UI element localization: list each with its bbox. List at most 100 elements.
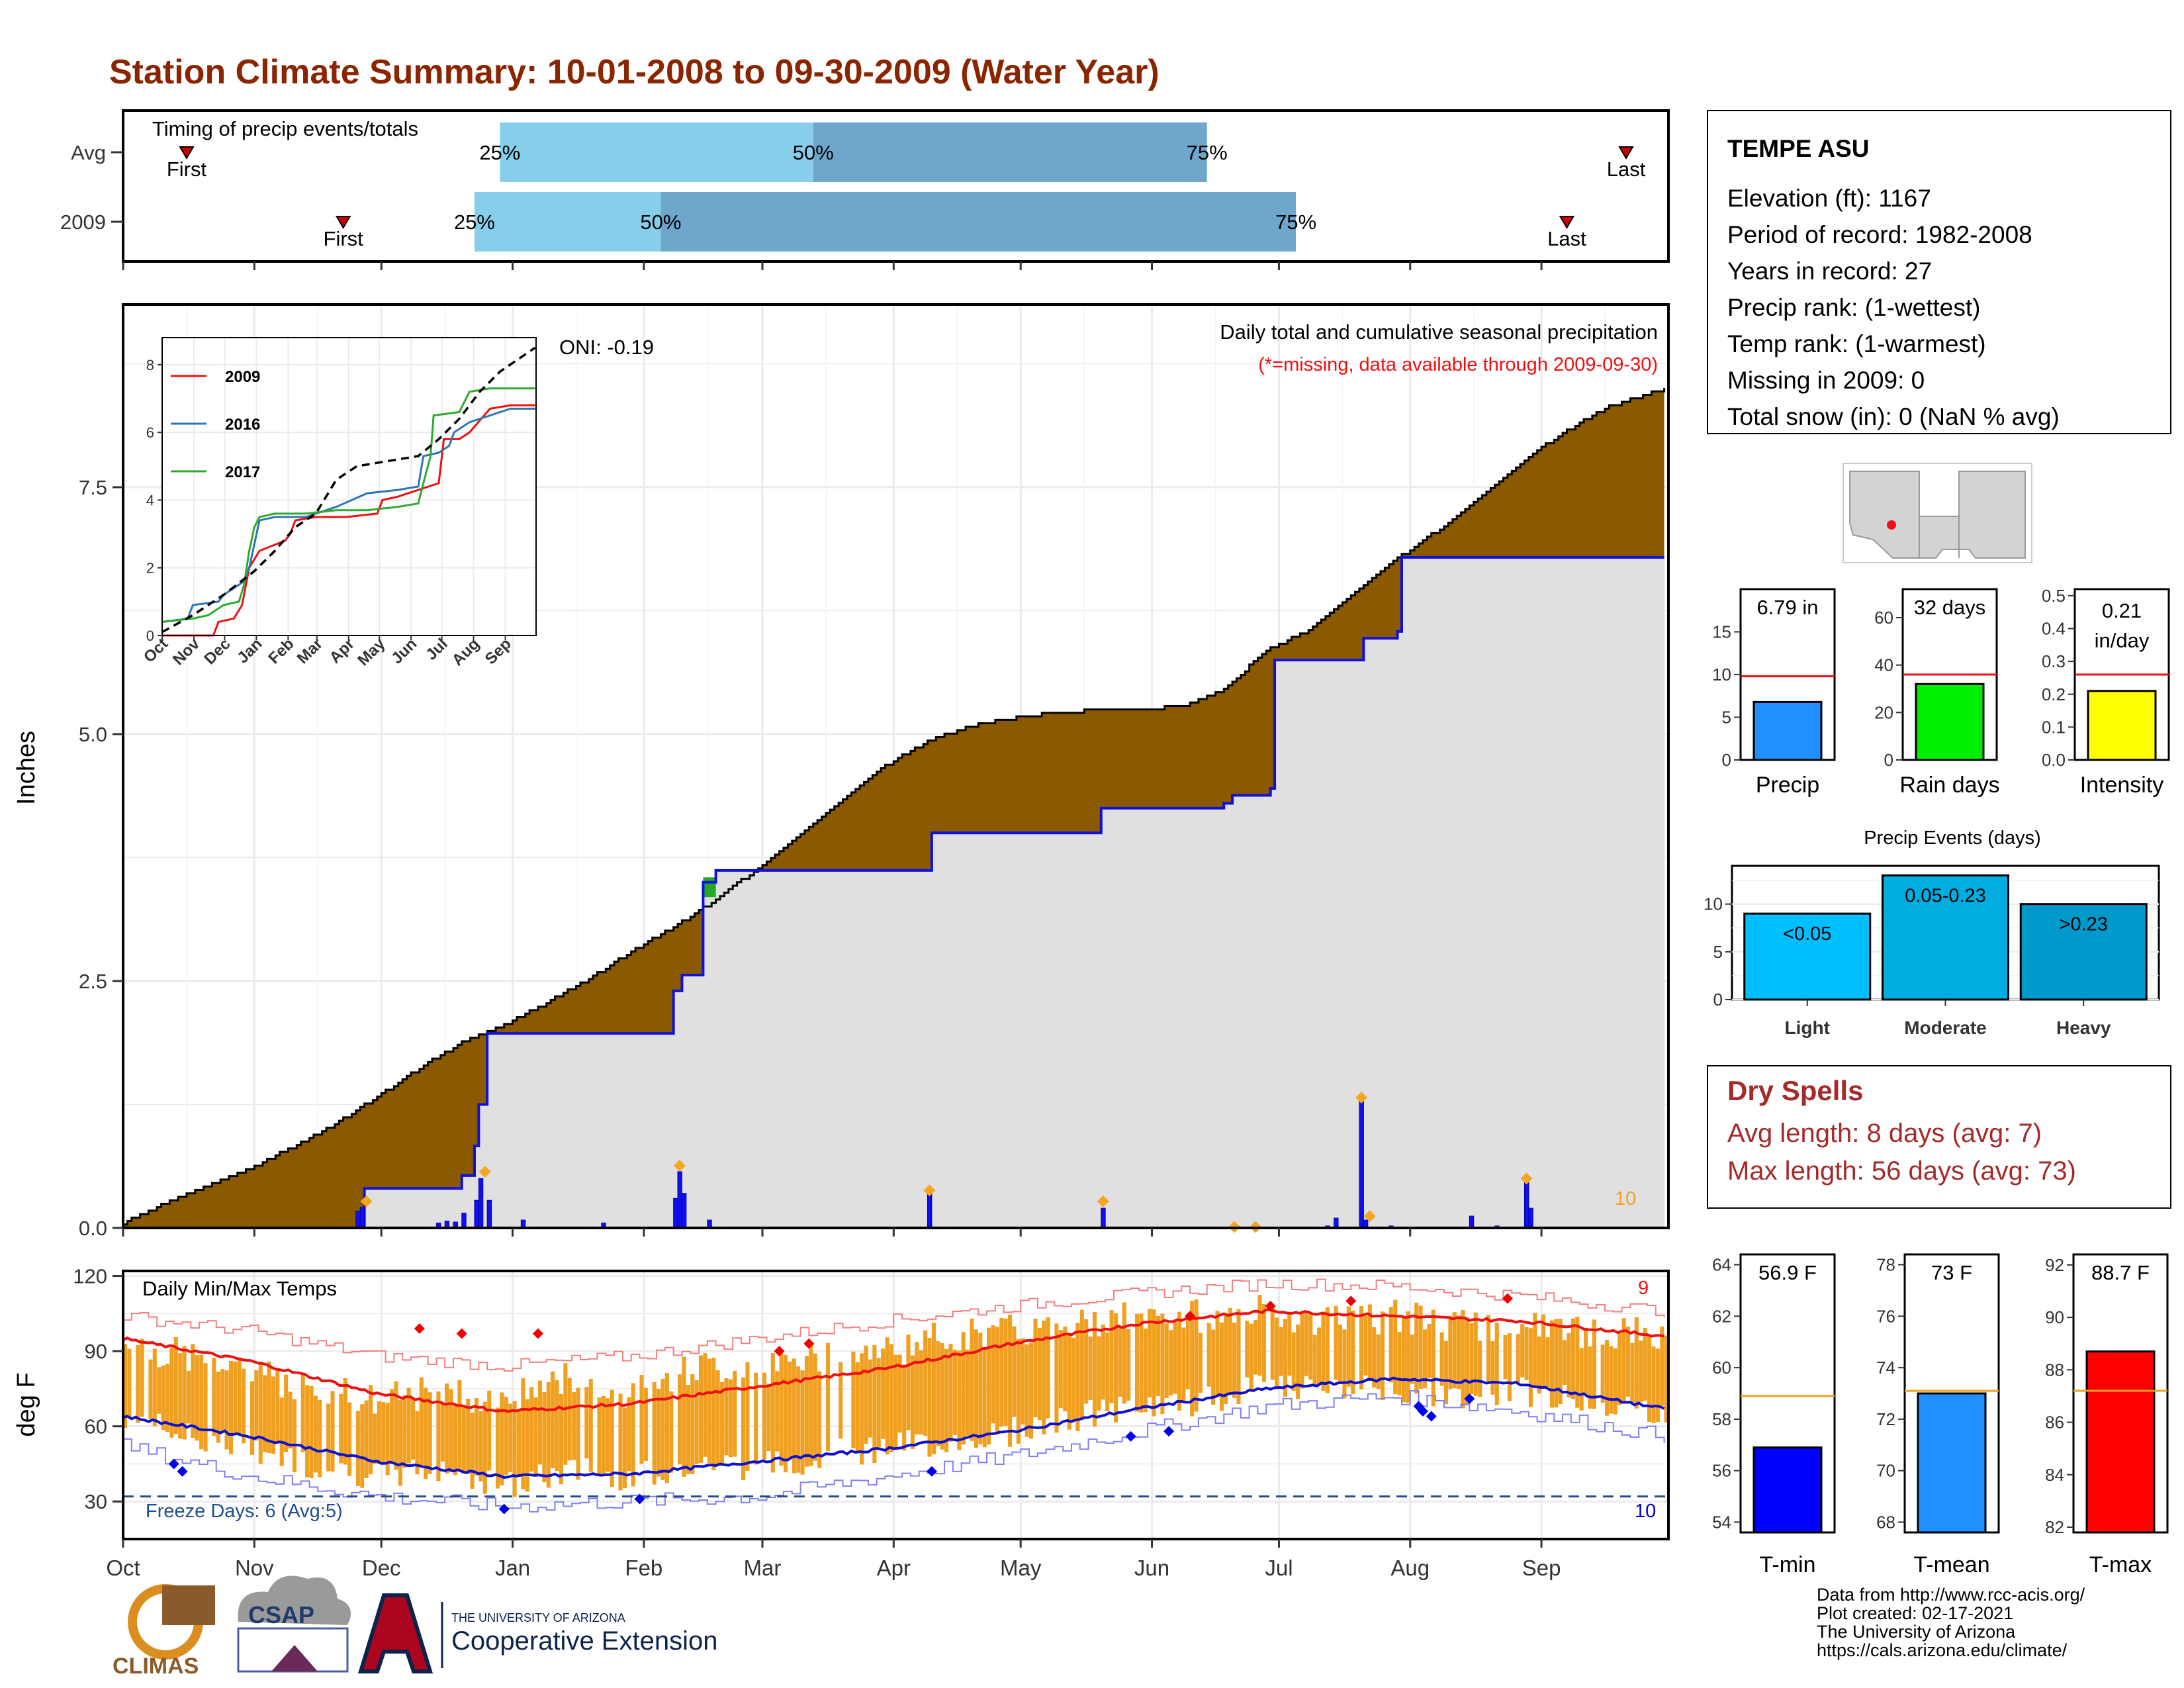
daily-temp-bar bbox=[957, 1350, 962, 1450]
timing-last-marker bbox=[1618, 146, 1634, 160]
events-ytick-label: 0 bbox=[1713, 990, 1723, 1009]
stat-bar-T-mean bbox=[1917, 1392, 1987, 1534]
daily-temp-bar bbox=[1071, 1337, 1076, 1421]
daily-temp-bar bbox=[220, 1369, 225, 1432]
daily-temp-bar bbox=[825, 1342, 831, 1452]
precip-events-title: Precip Events (days) bbox=[1864, 827, 2041, 849]
daily-temp-bar bbox=[783, 1354, 788, 1473]
stat-ytick-label: 58 bbox=[1712, 1409, 1731, 1429]
daily-temp-bar bbox=[1012, 1326, 1017, 1417]
daily-temp-bar bbox=[237, 1357, 242, 1434]
record-low-marker bbox=[926, 1466, 937, 1477]
temp-panel: 30 60 90 120 Oct Nov Dec Jan Feb Mar Apr May Jun Jul A… bbox=[13, 1265, 1670, 1580]
daily-temp-bar bbox=[178, 1353, 183, 1439]
daily-precip-bar bbox=[1334, 1217, 1339, 1229]
daily-temp-bar bbox=[999, 1317, 1004, 1427]
daily-temp-bar bbox=[559, 1393, 563, 1485]
daily-temp-bar bbox=[1198, 1333, 1203, 1393]
daily-temp-bar bbox=[1177, 1311, 1181, 1411]
daily-temp-bar bbox=[521, 1378, 525, 1489]
stat-bar-Precip bbox=[1752, 700, 1823, 761]
daily-temp-bar bbox=[1630, 1342, 1635, 1403]
daily-temp-bar bbox=[1139, 1313, 1144, 1413]
daily-temp-bar bbox=[720, 1382, 725, 1464]
daily-temp-bar bbox=[643, 1387, 648, 1462]
daily-precip-bar bbox=[474, 1199, 479, 1229]
daily-temp-bar bbox=[1152, 1309, 1156, 1417]
daily-temp-bar bbox=[1494, 1323, 1499, 1405]
daily-temp-bar bbox=[369, 1385, 373, 1475]
daily-temp-bar bbox=[1042, 1320, 1046, 1435]
daily-temp-bar bbox=[1452, 1312, 1457, 1389]
daily-temp-bar bbox=[1169, 1330, 1173, 1396]
daily-temp-bar bbox=[411, 1397, 416, 1460]
daily-temp-bar bbox=[1554, 1319, 1559, 1408]
stat-category-label: Rain days bbox=[1899, 773, 1999, 798]
dry-spells-avg: Avg length: 8 days (avg: 7) bbox=[1727, 1119, 2042, 1148]
daily-temp-bar bbox=[1351, 1310, 1355, 1395]
timing-title: Timing of precip events/totals bbox=[152, 117, 418, 140]
daily-temp-bar bbox=[588, 1379, 593, 1472]
daily-temp-bar bbox=[940, 1342, 944, 1450]
daily-temp-bar bbox=[931, 1323, 936, 1454]
daily-temp-bar bbox=[1570, 1318, 1575, 1399]
climas-block-icon bbox=[162, 1585, 215, 1625]
timing-first-label: First bbox=[167, 158, 207, 181]
daily-temp-bar bbox=[1084, 1319, 1089, 1404]
daily-temp-bar bbox=[457, 1380, 462, 1470]
daily-temp-bar bbox=[157, 1367, 161, 1414]
daily-temp-bar bbox=[1283, 1319, 1287, 1397]
temp-ytick-label: 90 bbox=[85, 1340, 107, 1363]
daily-temp-bar bbox=[754, 1372, 758, 1465]
daily-temp-bar bbox=[242, 1368, 246, 1444]
observed-cumulative-line bbox=[123, 555, 1664, 1229]
daily-precip-bar bbox=[478, 1178, 484, 1229]
stat-ytick-label: 0.0 bbox=[2042, 750, 2066, 770]
daily-temp-bar bbox=[1664, 1335, 1668, 1423]
stat-ytick-label: 92 bbox=[2045, 1255, 2064, 1275]
daily-temp-bar bbox=[186, 1370, 191, 1424]
timing-p50-label: 50% bbox=[793, 141, 834, 164]
daily-temp-bar bbox=[1236, 1309, 1241, 1404]
inset-ytick-label: 8 bbox=[146, 357, 154, 373]
daily-temp-bar bbox=[127, 1348, 132, 1418]
timing-first-marker bbox=[335, 216, 351, 229]
daily-temp-bar bbox=[961, 1332, 966, 1445]
precip-ylabel: Inches bbox=[13, 731, 40, 805]
daily-temp-bar bbox=[733, 1370, 737, 1457]
stat-ytick-label: 84 bbox=[2045, 1465, 2064, 1485]
daily-temp-bar bbox=[406, 1387, 411, 1464]
above-average-area bbox=[703, 877, 716, 898]
record-high-marker bbox=[414, 1323, 425, 1335]
events-ytick-label: 10 bbox=[1704, 894, 1723, 914]
daily-temp-bar bbox=[373, 1413, 377, 1464]
daily-temp-bar bbox=[1439, 1332, 1444, 1386]
daily-temp-bar bbox=[381, 1402, 386, 1462]
daily-temp-bar bbox=[1639, 1340, 1643, 1403]
daily-temp-bar bbox=[1097, 1336, 1101, 1411]
daily-temp-bar bbox=[1334, 1305, 1338, 1380]
daily-temp-bar bbox=[275, 1370, 280, 1443]
daily-temp-bar bbox=[1414, 1302, 1419, 1394]
daily-temp-bar bbox=[152, 1348, 157, 1427]
daily-temp-bar bbox=[919, 1350, 923, 1434]
timing-row-label: 2009 bbox=[60, 211, 106, 234]
daily-temp-bar bbox=[1486, 1315, 1490, 1382]
stat-value-label: 0.21 bbox=[2102, 599, 2142, 622]
temp-ytick-label: 30 bbox=[85, 1490, 107, 1513]
daily-temp-bar bbox=[254, 1370, 259, 1441]
daily-temp-bar bbox=[1118, 1327, 1122, 1397]
daily-temp-bar bbox=[1008, 1314, 1013, 1447]
daily-temp-bar bbox=[881, 1348, 886, 1439]
daily-temp-bar bbox=[377, 1401, 381, 1464]
daily-temp-bar bbox=[1270, 1305, 1275, 1380]
cold-count: 10 bbox=[1635, 1501, 1656, 1522]
temp-title: Daily Min/Max Temps bbox=[142, 1277, 337, 1300]
daily-temp-bar bbox=[1232, 1323, 1237, 1399]
avg-min-line bbox=[122, 1376, 1665, 1479]
stat-bar-T-max bbox=[2085, 1350, 2156, 1534]
daily-temp-bar bbox=[466, 1398, 471, 1474]
record-low-marker bbox=[168, 1458, 179, 1470]
daily-temp-bar bbox=[1600, 1344, 1605, 1403]
daily-temp-bar bbox=[1520, 1324, 1525, 1378]
